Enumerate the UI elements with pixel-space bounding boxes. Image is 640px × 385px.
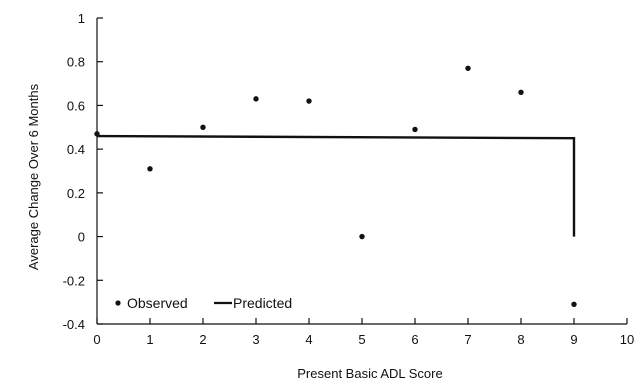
y-tick-label: -0.2 <box>63 273 85 288</box>
y-axis-group: 1 0.8 0.6 0.4 0.2 0 -0.2 -0.4 <box>63 11 103 332</box>
plot-marks <box>94 65 577 308</box>
y-tick-label: -0.4 <box>63 317 85 332</box>
x-tick-label: 7 <box>464 332 471 347</box>
legend-predicted-label: Predicted <box>233 295 292 311</box>
observed-point <box>412 126 418 133</box>
x-tick-label: 3 <box>252 332 259 347</box>
x-tick-label: 1 <box>146 332 153 347</box>
y-tick-label: 0.8 <box>67 55 85 70</box>
observed-point <box>253 96 259 102</box>
x-tick-label: 9 <box>570 332 577 347</box>
observed-point <box>571 301 577 308</box>
legend-observed-marker <box>115 300 121 306</box>
x-tick-label: 10 <box>620 332 634 347</box>
observed-point <box>518 89 524 96</box>
observed-point <box>306 98 312 104</box>
x-tick-label: 6 <box>411 332 418 347</box>
x-tick-label: 2 <box>199 332 206 347</box>
legend-observed-label: Observed <box>127 295 188 311</box>
x-tick-label: 5 <box>358 332 365 347</box>
legend: Observed Predicted <box>115 295 292 311</box>
y-axis-title: Average Change Over 6 Months <box>26 83 41 270</box>
observed-point <box>359 233 365 240</box>
observed-point <box>147 166 153 172</box>
observed-point <box>200 124 206 130</box>
x-axis-group: 0 1 2 3 4 5 6 7 8 9 10 <box>93 318 634 347</box>
observed-point <box>94 131 100 137</box>
y-tick-label: 0.4 <box>67 142 85 157</box>
x-axis-title: Present Basic ADL Score <box>297 366 442 381</box>
y-tick-label: 0.2 <box>67 186 85 201</box>
y-tick-label: 1 <box>78 11 85 26</box>
predicted-line <box>96 134 576 237</box>
x-tick-label: 8 <box>517 332 524 347</box>
x-tick-label: 0 <box>93 332 100 347</box>
y-tick-label: 0.6 <box>67 98 85 113</box>
y-ticks: 1 0.8 0.6 0.4 0.2 0 -0.2 -0.4 <box>63 11 103 332</box>
y-tick-label: 0 <box>78 230 85 245</box>
x-tick-label: 4 <box>305 332 312 347</box>
observed-point <box>465 65 471 71</box>
x-ticks: 0 1 2 3 4 5 6 7 8 9 10 <box>93 318 634 347</box>
